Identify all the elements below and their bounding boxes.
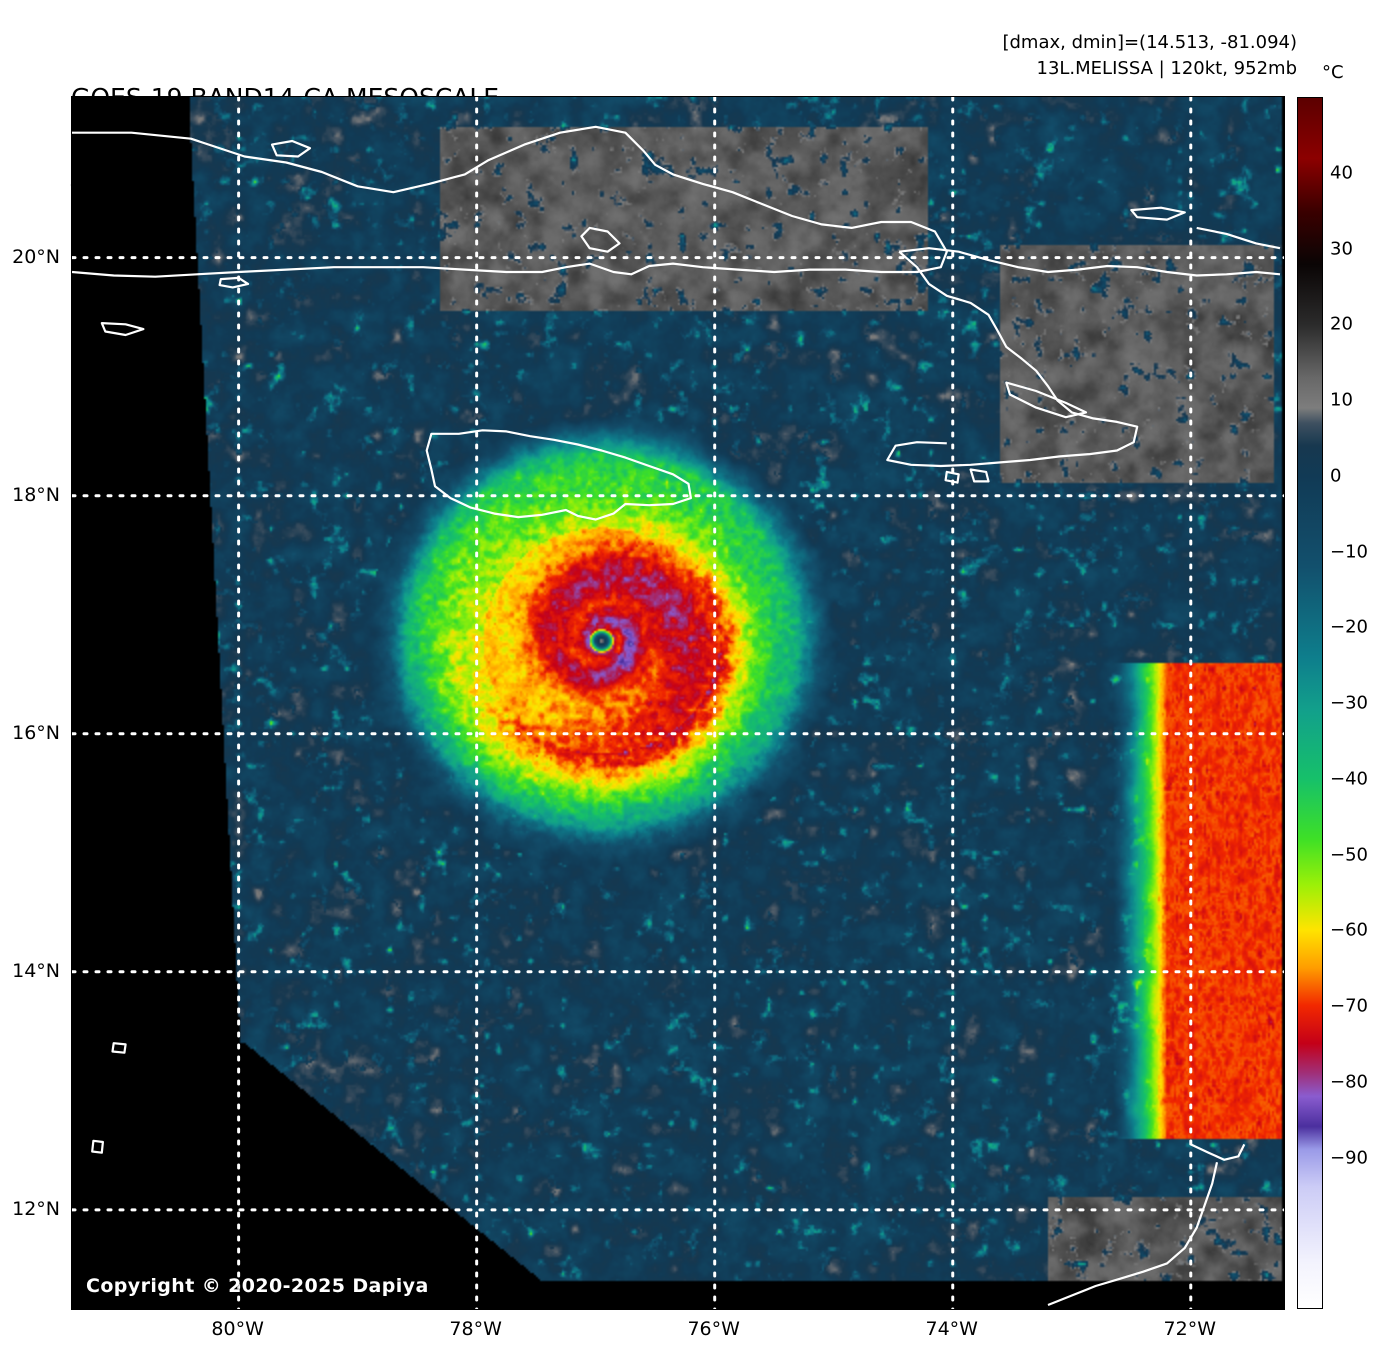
coastline (72, 125, 948, 278)
colorbar-tick-label: 20 (1330, 313, 1353, 335)
storm-info-label: 13L.MELISSA | 120kt, 952mb (1036, 57, 1298, 79)
copyright-label: Copyright © 2020-2025 Dapiya (86, 1275, 429, 1297)
dmax-dmin-label: [dmax, dmin]=(14.513, -81.094) (1002, 32, 1297, 53)
xtick-label: 74°W (925, 1318, 978, 1340)
coastline (1005, 381, 1088, 419)
coastline (111, 1042, 127, 1054)
coastline (91, 1139, 104, 1154)
colorbar-tick-label: −70 (1330, 995, 1368, 1017)
colorbar-tick-label: −30 (1330, 692, 1368, 714)
xtick-label: 72°W (1163, 1318, 1217, 1340)
colorbar-unit-label: °C (1322, 62, 1344, 83)
colorbar-tick-label: −60 (1330, 919, 1368, 941)
temperature-colorbar (1297, 97, 1323, 1309)
lat-lon-gridlines (72, 97, 1284, 1309)
xtick-label: 78°W (449, 1318, 502, 1340)
colorbar-tick-label: 10 (1330, 389, 1353, 411)
coastline (270, 139, 312, 158)
colorbar-tick-label: −20 (1330, 616, 1368, 638)
metadata-block: [dmax, dmin]=(14.513, -81.094) 13L.MELIS… (1002, 30, 1297, 81)
xtick-label: 80°W (211, 1318, 264, 1340)
coastline (1047, 1161, 1219, 1307)
coastline (899, 247, 1281, 277)
coastline (944, 470, 960, 484)
satellite-image-panel: Copyright © 2020-2025 Dapiya (71, 96, 1285, 1310)
ytick-label: 20°N (12, 245, 60, 268)
colorbar-tick-label: −10 (1330, 541, 1368, 562)
coastline (1196, 226, 1281, 250)
colorbar-tick-label: 30 (1330, 238, 1353, 259)
coastline (1130, 206, 1186, 221)
colorbar-gradient (1298, 98, 1322, 1308)
ytick-label: 12°N (12, 1197, 60, 1220)
coastline-overlay (72, 125, 1281, 1307)
coastline (1190, 1143, 1246, 1161)
colorbar-tick-label: −80 (1330, 1071, 1368, 1093)
ytick-label: 16°N (12, 721, 60, 744)
colorbar-tick-label: 40 (1330, 162, 1353, 184)
coastline (100, 322, 145, 337)
coastline (969, 468, 990, 483)
colorbar-tick-label: −40 (1330, 768, 1368, 790)
coastline (425, 429, 692, 521)
colorbar-tick-label: 0 (1330, 465, 1342, 487)
colorbar-tick-label: −50 (1330, 844, 1368, 865)
infrared-imagery (72, 97, 1284, 1309)
coastline (580, 226, 621, 253)
colorbar-tick-label: −90 (1330, 1147, 1368, 1168)
coastline (218, 276, 250, 289)
ytick-label: 14°N (12, 959, 60, 982)
coastline (886, 250, 1139, 468)
ytick-label: 18°N (12, 483, 60, 506)
xtick-label: 76°W (687, 1318, 740, 1340)
